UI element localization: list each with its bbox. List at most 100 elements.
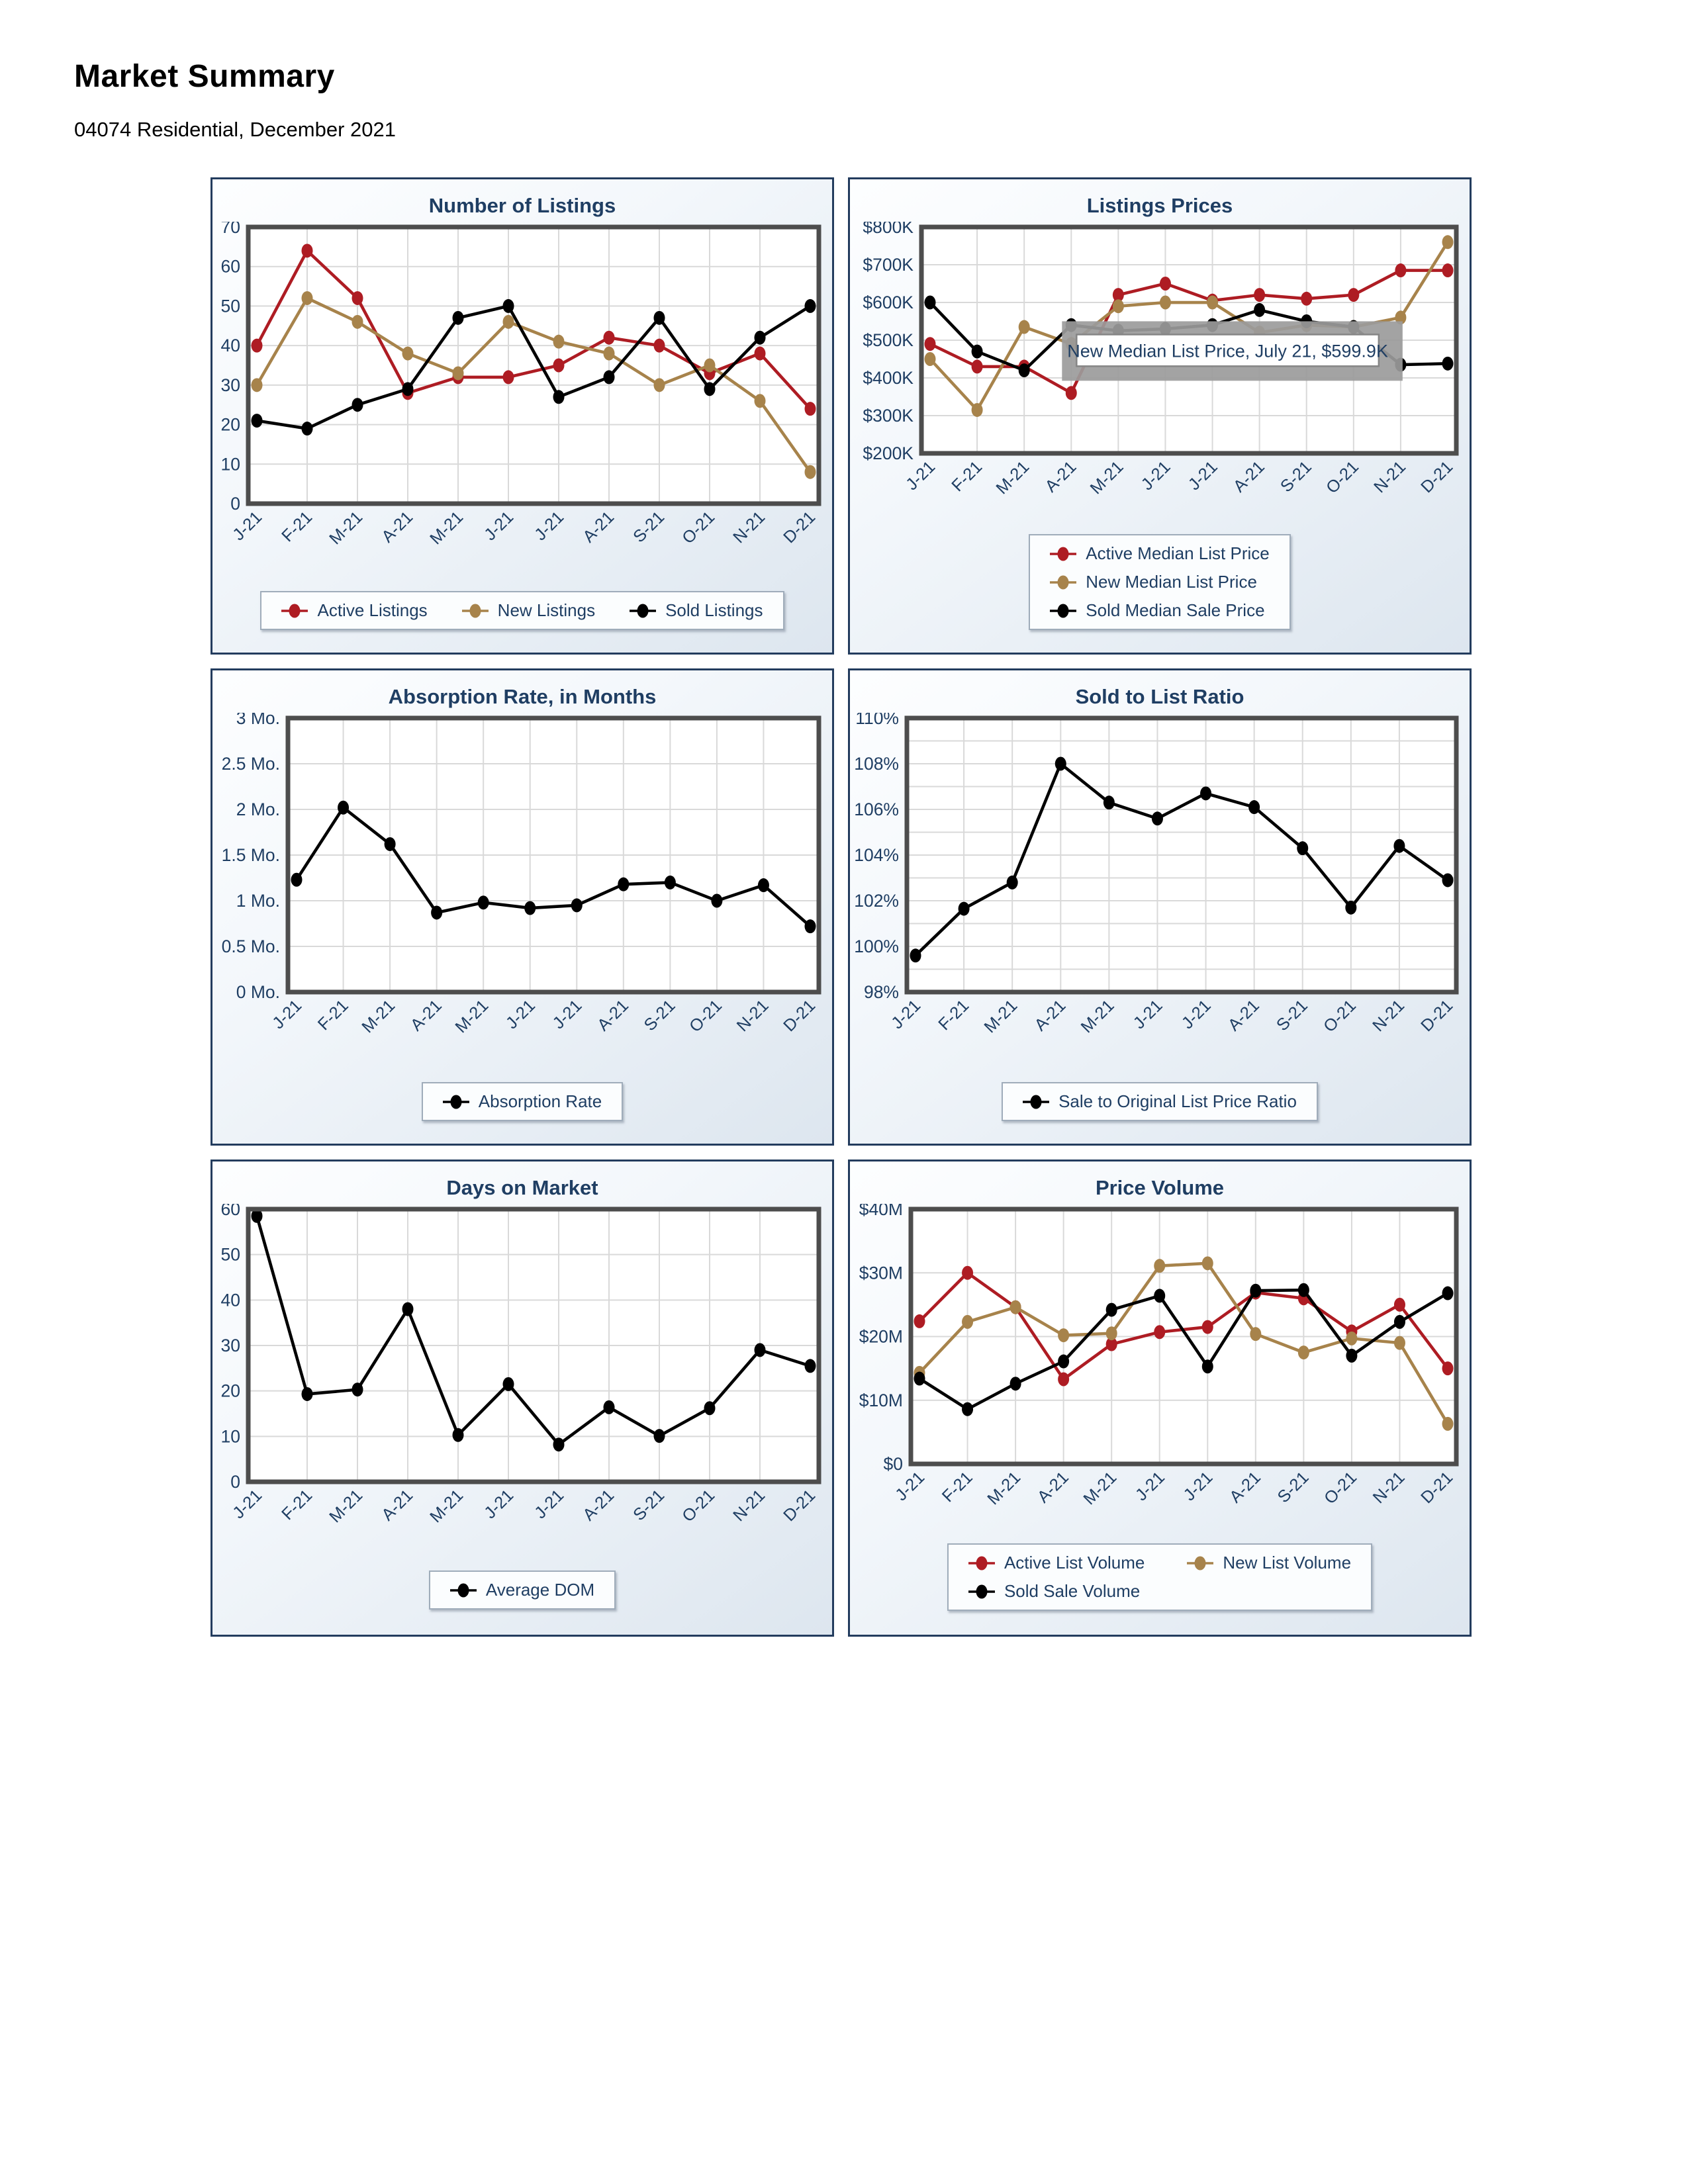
data-point[interactable]: [251, 1208, 263, 1223]
data-point[interactable]: [1395, 263, 1407, 278]
data-point[interactable]: [571, 898, 583, 913]
data-point[interactable]: [618, 877, 630, 891]
data-point[interactable]: [1393, 1314, 1405, 1329]
data-point[interactable]: [402, 1302, 414, 1316]
data-point[interactable]: [704, 1401, 716, 1416]
data-point[interactable]: [910, 948, 921, 963]
data-point[interactable]: [1105, 1302, 1117, 1317]
data-point[interactable]: [1393, 1297, 1405, 1312]
data-point[interactable]: [1200, 786, 1212, 801]
data-point[interactable]: [1159, 295, 1171, 310]
data-point[interactable]: [502, 1377, 514, 1391]
data-point[interactable]: [1346, 1331, 1358, 1345]
data-point[interactable]: [301, 422, 313, 436]
data-point[interactable]: [452, 310, 464, 325]
data-point[interactable]: [384, 837, 396, 851]
data-point[interactable]: [524, 901, 536, 915]
data-point[interactable]: [291, 872, 303, 887]
data-point[interactable]: [958, 901, 970, 916]
data-point[interactable]: [603, 1400, 615, 1414]
data-point[interactable]: [1297, 841, 1309, 856]
data-point[interactable]: [757, 878, 769, 893]
data-point[interactable]: [251, 414, 263, 428]
data-point[interactable]: [352, 1383, 363, 1397]
data-point[interactable]: [251, 378, 263, 392]
data-point[interactable]: [1009, 1377, 1021, 1391]
data-point[interactable]: [754, 346, 766, 361]
data-point[interactable]: [1112, 299, 1124, 314]
data-point[interactable]: [1442, 873, 1454, 887]
data-point[interactable]: [1154, 1289, 1166, 1303]
data-point[interactable]: [477, 895, 489, 910]
data-point[interactable]: [924, 295, 936, 310]
chart-plot-price-volume[interactable]: $0 $10M $20M $30M $40M J-21 F-21 M-21 A-21 M-21 J-…: [855, 1204, 1464, 1533]
data-point[interactable]: [971, 344, 983, 359]
data-point[interactable]: [1346, 1348, 1358, 1363]
data-point[interactable]: [1065, 386, 1077, 400]
data-point[interactable]: [553, 334, 565, 349]
data-point[interactable]: [754, 1343, 766, 1357]
data-point[interactable]: [962, 1314, 974, 1329]
data-point[interactable]: [1297, 1345, 1309, 1360]
data-point[interactable]: [1159, 277, 1171, 291]
data-point[interactable]: [338, 800, 350, 815]
data-point[interactable]: [553, 390, 565, 404]
data-point[interactable]: [603, 330, 615, 345]
data-point[interactable]: [352, 398, 363, 412]
data-point[interactable]: [704, 382, 716, 396]
data-point[interactable]: [603, 370, 615, 385]
data-point[interactable]: [502, 314, 514, 329]
data-point[interactable]: [553, 1437, 565, 1452]
data-point[interactable]: [1301, 291, 1313, 306]
data-point[interactable]: [352, 291, 363, 305]
data-point[interactable]: [664, 875, 676, 889]
data-point[interactable]: [1348, 288, 1360, 302]
data-point[interactable]: [1103, 796, 1115, 810]
data-point[interactable]: [1395, 310, 1407, 325]
data-point[interactable]: [1254, 302, 1266, 317]
chart-plot-number-of-listings[interactable]: 0 10 20 30 40 50 60 70 J-21 F-21 M-21 A-21 M-21 J-21 J…: [218, 222, 827, 572]
data-point[interactable]: [502, 370, 514, 385]
data-point[interactable]: [1248, 800, 1260, 815]
data-point[interactable]: [431, 905, 443, 920]
data-point[interactable]: [971, 402, 983, 417]
data-point[interactable]: [1058, 1354, 1070, 1369]
data-point[interactable]: [1151, 811, 1163, 826]
data-point[interactable]: [1442, 1416, 1454, 1431]
data-point[interactable]: [1105, 1337, 1117, 1351]
data-point[interactable]: [502, 298, 514, 313]
data-point[interactable]: [653, 338, 665, 353]
data-point[interactable]: [924, 352, 936, 366]
data-point[interactable]: [1345, 900, 1357, 915]
data-point[interactable]: [301, 291, 313, 305]
data-point[interactable]: [962, 1402, 974, 1416]
data-point[interactable]: [914, 1314, 925, 1328]
data-point[interactable]: [1201, 1320, 1213, 1334]
data-point[interactable]: [804, 1359, 816, 1373]
data-point[interactable]: [352, 314, 363, 329]
data-point[interactable]: [804, 298, 816, 313]
data-point[interactable]: [804, 465, 816, 479]
data-point[interactable]: [1254, 288, 1266, 302]
data-point[interactable]: [653, 310, 665, 325]
data-point[interactable]: [603, 346, 615, 361]
data-point[interactable]: [653, 1429, 665, 1443]
data-point[interactable]: [1393, 1336, 1405, 1350]
data-point[interactable]: [1201, 1359, 1213, 1374]
data-point[interactable]: [1442, 235, 1454, 250]
data-point[interactable]: [251, 338, 263, 353]
data-point[interactable]: [804, 402, 816, 416]
data-point[interactable]: [1442, 356, 1454, 371]
data-point[interactable]: [1442, 1361, 1454, 1376]
data-point[interactable]: [1297, 1283, 1309, 1297]
data-point[interactable]: [1250, 1327, 1262, 1342]
data-point[interactable]: [914, 1371, 925, 1386]
chart-plot-days-on-market[interactable]: 0 10 20 30 40 50 60 J-21 F-21 M-21 A-21 M-21 J-21 J-2…: [218, 1204, 827, 1551]
data-point[interactable]: [1018, 363, 1030, 378]
data-point[interactable]: [1154, 1325, 1166, 1340]
data-point[interactable]: [1058, 1328, 1070, 1343]
data-point[interactable]: [1207, 295, 1219, 310]
data-point[interactable]: [711, 893, 723, 908]
data-point[interactable]: [402, 382, 414, 396]
chart-plot-sold-to-list-ratio[interactable]: 98% 100% 102% 104% 106% 108% 110% J-21 F-21 M-21 A…: [855, 713, 1464, 1061]
